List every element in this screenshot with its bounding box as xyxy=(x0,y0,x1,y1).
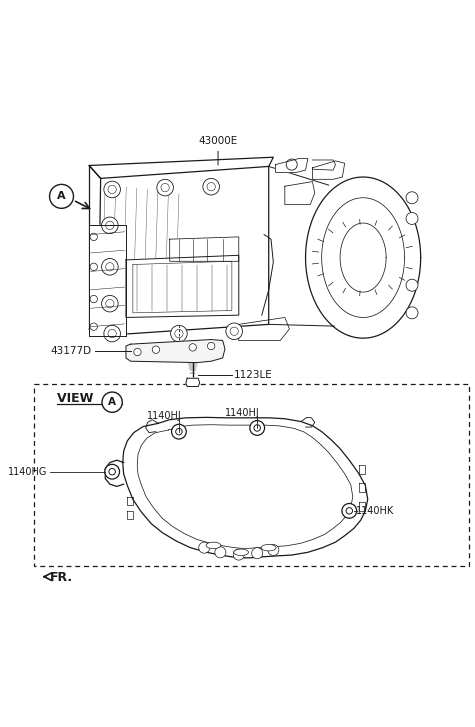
Polygon shape xyxy=(126,340,225,363)
Circle shape xyxy=(208,342,215,350)
Circle shape xyxy=(233,549,244,560)
Ellipse shape xyxy=(234,549,248,555)
Text: 1123LE: 1123LE xyxy=(234,370,273,380)
Circle shape xyxy=(102,295,118,312)
Circle shape xyxy=(268,545,279,555)
Circle shape xyxy=(252,547,263,559)
Circle shape xyxy=(203,178,219,195)
Text: A: A xyxy=(57,191,66,201)
Circle shape xyxy=(406,279,418,292)
Polygon shape xyxy=(89,225,126,336)
Text: 1140HG: 1140HG xyxy=(9,467,48,477)
Circle shape xyxy=(104,325,121,342)
Ellipse shape xyxy=(261,545,276,551)
Text: A: A xyxy=(108,397,116,407)
Circle shape xyxy=(406,212,418,225)
Bar xyxy=(34,385,469,566)
Text: 1140HK: 1140HK xyxy=(356,506,394,516)
Circle shape xyxy=(102,259,118,275)
Text: FR.: FR. xyxy=(50,571,73,584)
Circle shape xyxy=(152,346,160,353)
Circle shape xyxy=(199,542,210,553)
Circle shape xyxy=(49,185,74,209)
Polygon shape xyxy=(186,378,199,387)
Polygon shape xyxy=(126,255,239,318)
Circle shape xyxy=(406,192,418,204)
Ellipse shape xyxy=(206,542,221,549)
Circle shape xyxy=(134,348,141,356)
Circle shape xyxy=(102,392,122,412)
Circle shape xyxy=(104,181,121,198)
Circle shape xyxy=(105,465,120,479)
Circle shape xyxy=(215,547,226,558)
Text: 43177D: 43177D xyxy=(50,346,91,356)
Polygon shape xyxy=(276,158,308,172)
Circle shape xyxy=(189,344,197,351)
Circle shape xyxy=(157,180,173,196)
Text: 43000E: 43000E xyxy=(199,136,238,146)
Polygon shape xyxy=(170,237,239,261)
Circle shape xyxy=(406,307,418,319)
Text: VIEW: VIEW xyxy=(57,392,98,404)
Text: 1140HJ: 1140HJ xyxy=(147,411,181,422)
Circle shape xyxy=(226,323,242,340)
Circle shape xyxy=(171,325,187,342)
Text: 1140HJ: 1140HJ xyxy=(225,409,260,418)
Circle shape xyxy=(342,504,357,518)
Circle shape xyxy=(171,425,186,439)
Circle shape xyxy=(102,217,118,233)
Circle shape xyxy=(250,421,265,435)
